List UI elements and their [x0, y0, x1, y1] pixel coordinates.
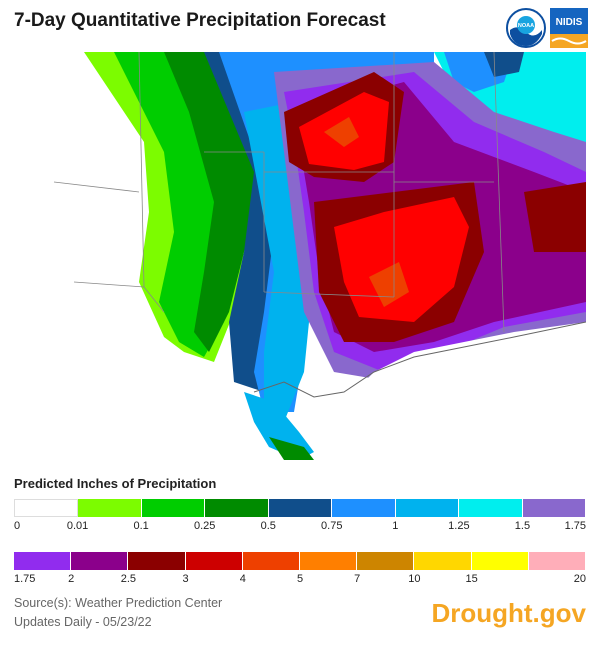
legend-label: 4: [239, 573, 246, 585]
legend-swatch: [71, 552, 129, 570]
legend-swatch: [471, 552, 529, 570]
legend-swatch: [205, 499, 269, 517]
legend-label: 0.1: [133, 520, 149, 532]
legend-swatch: [459, 499, 523, 517]
legend-label: 20: [573, 573, 586, 585]
nidis-logo-text: NIDIS: [556, 17, 583, 28]
legend-swatch: [242, 552, 301, 570]
legend-label: 3: [182, 573, 189, 585]
logos: NOAA NIDIS: [506, 8, 588, 48]
source-line: Source(s): Weather Prediction Center: [14, 596, 223, 610]
legend-swatch: [357, 552, 415, 570]
legend-label: 1.75: [14, 573, 36, 585]
legend-label: 15: [465, 573, 478, 585]
legend-swatch: [14, 552, 72, 570]
legend-swatch: [268, 499, 333, 517]
precipitation-map: [14, 52, 586, 460]
legend-swatch: [395, 499, 460, 517]
legend-label: 1.75: [564, 520, 586, 532]
legend-label: 1.5: [514, 520, 531, 532]
legend-swatch: [528, 552, 587, 570]
legend-labels-1: 0 0.01 0.1 0.25 0.5 0.75 1 1.25 1.5 1.75: [0, 520, 600, 536]
legend-swatch: [14, 499, 79, 517]
legend-title: Predicted Inches of Precipitation: [14, 476, 217, 491]
legend-label: 5: [296, 573, 304, 585]
legend-label: 1.25: [448, 520, 470, 532]
legend-swatch: [414, 552, 472, 570]
legend-label: 1: [392, 520, 399, 532]
legend-row-2: [14, 552, 587, 570]
noaa-logo: NOAA: [506, 8, 546, 48]
legend-label: 0: [14, 520, 21, 532]
legend-label: 0.25: [193, 520, 216, 532]
legend-label: 10: [408, 573, 421, 585]
legend-label: 7: [354, 573, 361, 585]
legend-label: 2.5: [120, 573, 137, 585]
legend-label: 0.75: [321, 520, 343, 532]
legend-label: 0.01: [66, 520, 89, 532]
updates-line: Updates Daily - 05/23/22: [14, 615, 152, 629]
legend-label: 2: [68, 573, 75, 585]
legend-row-1: [14, 499, 586, 517]
legend-swatch: [522, 499, 586, 517]
legend-label: 0.5: [260, 520, 276, 532]
source-text: Source(s): Weather Prediction Center Upd…: [14, 594, 222, 632]
legend-swatch: [185, 552, 243, 570]
legend-swatch: [332, 499, 396, 517]
nidis-logo: NIDIS: [550, 8, 588, 48]
legend-swatch: [128, 552, 186, 570]
drought-gov-brand[interactable]: Drought.gov: [431, 598, 586, 628]
legend-swatch: [141, 499, 206, 517]
legend-swatch: [78, 499, 142, 517]
noaa-logo-text: NOAA: [518, 23, 534, 29]
legend-labels-2: 1.75 2 2.5 3 4 5 7 10 15 20: [0, 573, 600, 589]
page-title: 7-Day Quantitative Precipitation Forecas…: [14, 10, 386, 31]
legend-swatch: [300, 552, 358, 570]
